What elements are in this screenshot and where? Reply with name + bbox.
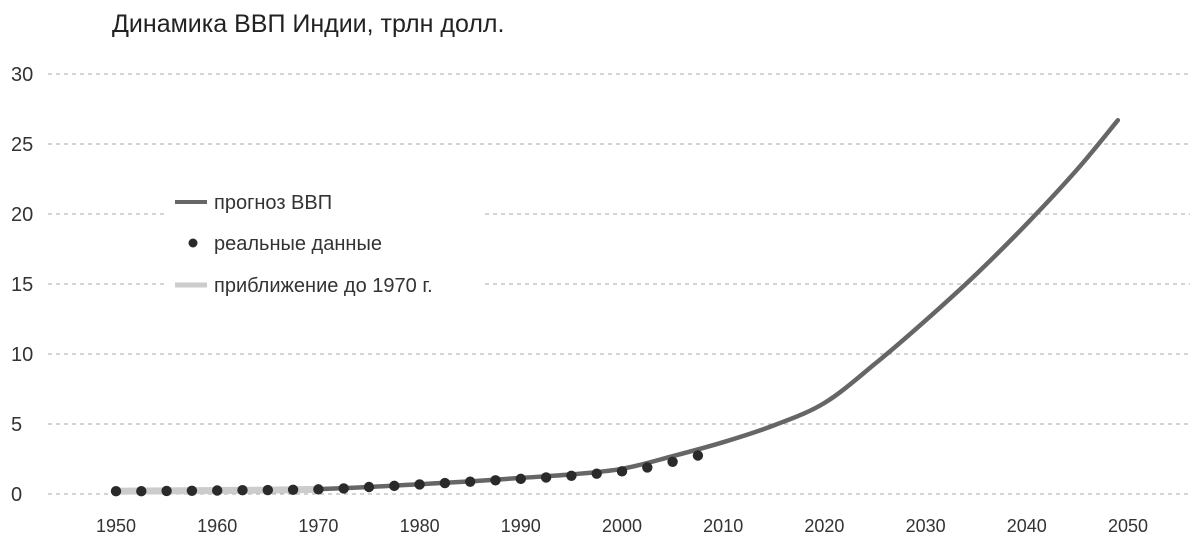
y-tick-label: 10	[11, 344, 33, 366]
y-tick-label: 20	[11, 204, 33, 226]
y-tick-label: 5	[11, 414, 22, 436]
x-tick-label: 1950	[96, 516, 136, 536]
grid-lines	[48, 73, 1190, 495]
x-tick-label: 2020	[804, 516, 844, 536]
y-axis-ticks: 0 5 10 15 20 25 30	[11, 64, 33, 506]
y-tick-label: 25	[11, 134, 33, 156]
series-layer	[110, 117, 1121, 497]
series-actual-point	[515, 473, 526, 485]
series-actual-point	[566, 470, 577, 481]
legend-label-actual: реальные данные	[214, 233, 382, 255]
y-tick-label: 0	[11, 484, 22, 506]
series-actual-point	[465, 476, 476, 487]
legend: прогноз ВВП реальные данные приближение …	[175, 192, 433, 297]
x-tick-label: 2050	[1108, 516, 1148, 536]
series-actual-point	[287, 484, 299, 495]
series-actual-point	[338, 483, 349, 494]
legend-label-approximation: приближение до 1970 г.	[214, 275, 433, 297]
x-tick-label: 1970	[298, 516, 338, 536]
x-tick-label: 2000	[602, 516, 642, 536]
series-actual-point	[363, 481, 375, 493]
series-actual-point	[490, 475, 501, 486]
legend-label-forecast: прогноз ВВП	[214, 192, 332, 214]
series-actual-point	[642, 462, 653, 473]
series-actual-point	[540, 472, 552, 483]
series-actual-point	[212, 485, 223, 496]
series-actual-point	[591, 468, 602, 479]
x-tick-label: 1980	[400, 516, 440, 536]
legend-swatch-actual	[188, 238, 198, 248]
series-actual-point	[186, 485, 198, 496]
series-actual-point	[616, 466, 628, 477]
y-tick-label: 30	[11, 64, 33, 86]
x-tick-label: 1990	[501, 516, 541, 536]
x-tick-label: 2030	[906, 516, 946, 536]
series-actual-point	[237, 485, 248, 496]
series-actual-point	[262, 484, 273, 496]
series-actual-point	[161, 485, 172, 497]
y-tick-label: 15	[11, 274, 33, 296]
series-actual-point	[692, 450, 704, 461]
chart-title: Динамика ВВП Индии, трлн долл.	[112, 10, 504, 38]
series-actual-point	[414, 479, 425, 490]
series-actual-point	[136, 486, 147, 497]
x-tick-label: 1960	[197, 516, 237, 536]
series-actual-point	[110, 486, 122, 497]
series-actual-point	[313, 484, 324, 495]
x-axis-ticks: 1950 1960 1970 1980 1990 2000 2010 2020 2030 2040…	[96, 516, 1148, 536]
series-forecast-line	[316, 117, 1121, 492]
x-tick-label: 2040	[1007, 516, 1047, 536]
series-actual-point	[667, 456, 678, 467]
x-tick-label: 2010	[703, 516, 743, 536]
series-actual-point	[439, 477, 451, 489]
series-actual-point	[389, 480, 400, 492]
